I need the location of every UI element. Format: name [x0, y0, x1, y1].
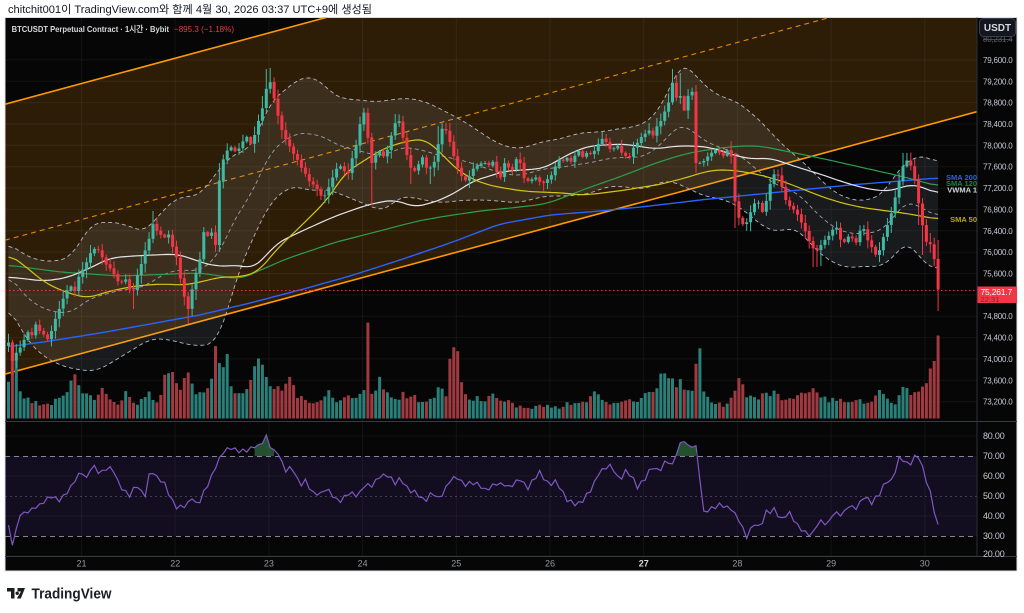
svg-text:74,400.0: 74,400.0: [983, 334, 1013, 343]
svg-text:BTCUSDT Perpetual Contract · 1: BTCUSDT Perpetual Contract · 1시간 · Bybit: [12, 24, 170, 34]
svg-text:76,400.0: 76,400.0: [983, 227, 1013, 236]
svg-text:TradingView: TradingView: [32, 586, 113, 602]
svg-text:−895.3 (−1.18%): −895.3 (−1.18%): [174, 24, 234, 34]
svg-text:22: 22: [170, 559, 180, 569]
svg-text:76,000.0: 76,000.0: [983, 248, 1013, 257]
svg-text:23: 23: [264, 559, 274, 569]
svg-text:26: 26: [545, 559, 555, 569]
svg-text:77,200.0: 77,200.0: [983, 184, 1013, 193]
svg-text:78,800.0: 78,800.0: [983, 99, 1013, 108]
svg-text:27: 27: [639, 559, 649, 569]
svg-text:75,600.0: 75,600.0: [983, 270, 1013, 279]
svg-text:SMA 50: SMA 50: [950, 215, 977, 224]
svg-text:74,000.0: 74,000.0: [983, 355, 1013, 364]
svg-text:80,231.4: 80,231.4: [983, 35, 1013, 44]
svg-text:20.00: 20.00: [983, 549, 1005, 559]
svg-text:74,800.0: 74,800.0: [983, 312, 1013, 321]
svg-text:21: 21: [76, 559, 86, 569]
svg-text:70.00: 70.00: [983, 451, 1005, 461]
svg-text:73,200.0: 73,200.0: [983, 398, 1013, 407]
svg-text:29: 29: [826, 559, 836, 569]
svg-text:80.00: 80.00: [983, 431, 1005, 441]
svg-text:78,400.0: 78,400.0: [983, 120, 1013, 129]
svg-text:78,000.0: 78,000.0: [983, 141, 1013, 150]
svg-text:28: 28: [732, 559, 742, 569]
svg-text:30.00: 30.00: [983, 531, 1005, 541]
svg-text:VWMA 1: VWMA 1: [947, 186, 977, 195]
svg-text:75,261.7: 75,261.7: [981, 287, 1013, 297]
svg-text:40.00: 40.00: [983, 511, 1005, 521]
svg-text:50.00: 50.00: [983, 491, 1005, 501]
svg-text:76,800.0: 76,800.0: [983, 205, 1013, 214]
svg-text:77,600.0: 77,600.0: [983, 163, 1013, 172]
svg-text:73,600.0: 73,600.0: [983, 376, 1013, 385]
svg-text:24: 24: [358, 559, 368, 569]
svg-text:SMA 120: SMA 120: [946, 179, 977, 188]
svg-text:chitchit001이 TradingView.com와: chitchit001이 TradingView.com와 함께 4월 30, …: [8, 3, 372, 16]
svg-text:22:31: 22:31: [981, 295, 1000, 304]
svg-text:79,600.0: 79,600.0: [983, 56, 1013, 65]
svg-text:SMA 200: SMA 200: [946, 173, 977, 182]
svg-text:30: 30: [920, 559, 930, 569]
svg-text:USDT: USDT: [984, 23, 1011, 34]
svg-text:25: 25: [451, 559, 461, 569]
svg-text:60.00: 60.00: [983, 471, 1005, 481]
svg-text:79,200.0: 79,200.0: [983, 77, 1013, 86]
